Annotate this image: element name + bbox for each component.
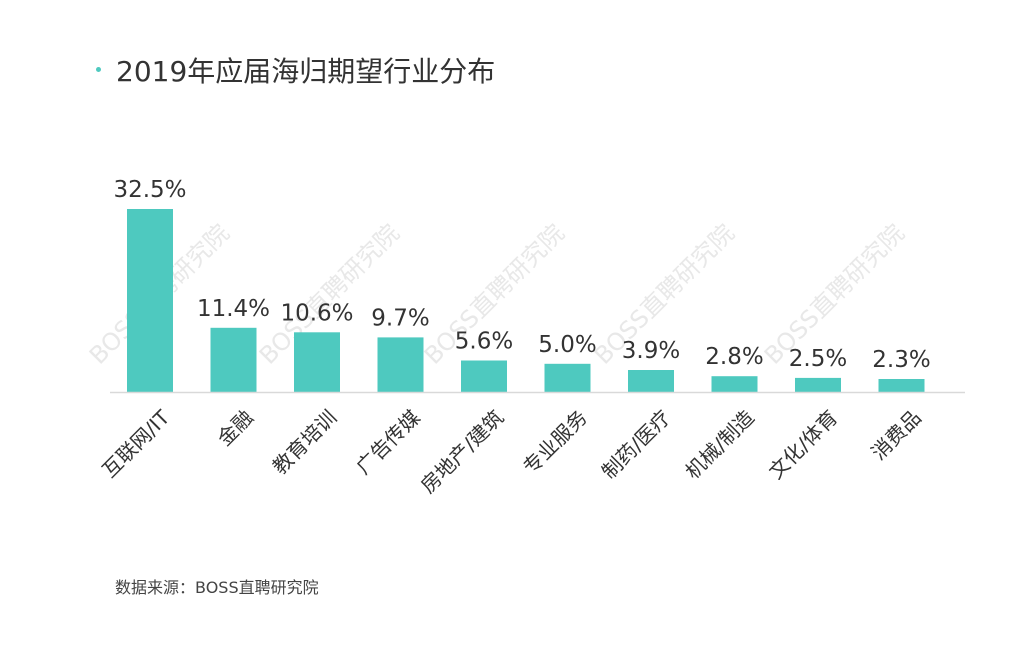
bar xyxy=(628,370,674,392)
bar xyxy=(795,377,841,392)
data-label: 3.9% xyxy=(622,338,680,364)
data-label: 5.6% xyxy=(455,329,513,355)
bar xyxy=(878,379,925,392)
category-label: 文化/体育 xyxy=(764,405,842,483)
data-label: 2.5% xyxy=(789,346,847,372)
data-label: 2.8% xyxy=(705,344,763,370)
category-label: 制药/医疗 xyxy=(597,405,675,483)
category-label: 金融 xyxy=(213,405,258,450)
data-label: 32.5% xyxy=(113,177,186,203)
data-label: 9.7% xyxy=(371,305,429,331)
category-label: 机械/制造 xyxy=(680,405,758,483)
bar xyxy=(711,376,758,392)
source-note: 数据来源：BOSS直聘研究院 xyxy=(115,578,319,597)
chart-title: 2019年应届海归期望行业分布 xyxy=(116,55,496,88)
bar xyxy=(544,363,591,392)
category-label: 教育培训 xyxy=(268,405,342,479)
data-labels-layer: 32.5% 11.4% 10.6% 9.7% 5.6% 5.0% 3.9% 2.8% 2.5% 2… xyxy=(113,177,930,373)
data-label: 2.3% xyxy=(872,347,930,373)
bar xyxy=(127,209,173,392)
data-label: 5.0% xyxy=(538,332,596,358)
bar xyxy=(294,332,340,392)
category-label: 专业服务 xyxy=(518,405,592,479)
category-label: 消费品 xyxy=(866,405,925,464)
bars-layer xyxy=(127,209,925,392)
category-label: 广告传媒 xyxy=(351,405,425,479)
title-bullet-dot xyxy=(96,67,101,72)
data-label: 10.6% xyxy=(280,300,353,326)
category-label: 互联网/IT xyxy=(97,405,175,483)
category-label: 房地产/建筑 xyxy=(416,405,508,497)
bar xyxy=(210,327,257,392)
bar xyxy=(461,360,507,392)
data-label: 11.4% xyxy=(197,296,270,322)
bar xyxy=(377,337,424,392)
